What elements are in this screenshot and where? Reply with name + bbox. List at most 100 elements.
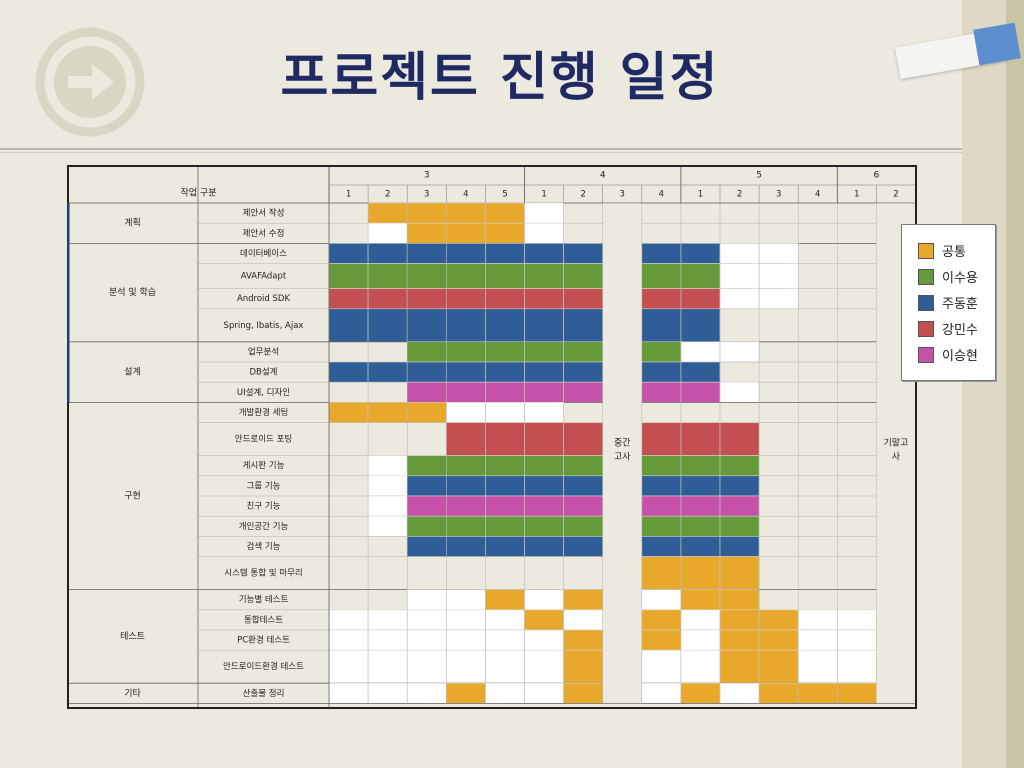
schedule-cell bbox=[680, 243, 721, 264]
schedule-cell bbox=[719, 629, 760, 651]
schedule-cell bbox=[406, 589, 447, 611]
schedule-cell bbox=[719, 649, 760, 684]
schedule-cell bbox=[445, 649, 486, 684]
legend-swatch bbox=[918, 346, 934, 363]
schedule-cell bbox=[719, 381, 760, 403]
schedule-cell bbox=[563, 361, 604, 383]
schedule-cell bbox=[406, 515, 447, 537]
schedule-cell bbox=[641, 536, 682, 557]
schedule-cell bbox=[680, 629, 721, 651]
schedule-cell bbox=[524, 682, 564, 704]
schedule-cell bbox=[485, 243, 525, 264]
task-label: 업무분석 bbox=[248, 346, 279, 357]
task-label: 게시판 기능 bbox=[243, 460, 285, 471]
schedule-cell bbox=[367, 288, 408, 310]
schedule-cell bbox=[524, 422, 564, 456]
week-header: 3 bbox=[620, 190, 625, 200]
legend: 공통 이수용 주동훈 강민수 이승현 bbox=[901, 224, 996, 381]
schedule-cell bbox=[367, 202, 408, 224]
task-label: 안드로이드 포팅 bbox=[235, 434, 292, 445]
schedule-cell bbox=[445, 422, 486, 456]
schedule-cell bbox=[524, 495, 564, 517]
right-decor-strip bbox=[962, 0, 1006, 768]
schedule-cell bbox=[406, 495, 447, 517]
schedule-cell bbox=[367, 475, 408, 497]
schedule-cell bbox=[524, 455, 564, 477]
schedule-cell bbox=[797, 649, 838, 684]
task-label: 데이터베이스 bbox=[240, 248, 287, 259]
week-header: 5 bbox=[502, 190, 507, 200]
schedule-cell bbox=[524, 341, 564, 363]
schedule-cell bbox=[563, 422, 604, 456]
task-label: 제안서 수정 bbox=[243, 228, 285, 239]
schedule-cell bbox=[524, 202, 564, 224]
schedule-cell bbox=[367, 515, 408, 537]
schedule-cell bbox=[563, 609, 604, 631]
schedule-cell bbox=[641, 243, 682, 264]
month-header: 5 bbox=[756, 171, 762, 181]
week-header: 1 bbox=[854, 190, 859, 200]
schedule-cell bbox=[797, 682, 838, 704]
legend-swatch bbox=[918, 320, 934, 337]
group-label: 기타 bbox=[124, 688, 141, 699]
task-label: 통합테스트 bbox=[244, 615, 283, 625]
page-title: 프로젝트 진행 일정 bbox=[280, 48, 720, 108]
schedule-cell bbox=[836, 629, 877, 651]
schedule-cell bbox=[406, 263, 447, 289]
task-label: 산출물 정리 bbox=[243, 688, 285, 699]
schedule-cell bbox=[485, 649, 525, 684]
schedule-cell bbox=[563, 308, 604, 343]
task-label: UI설계, 디자인 bbox=[237, 387, 290, 398]
final-label: 사 bbox=[892, 452, 901, 463]
final-label: 기말고 bbox=[884, 437, 909, 449]
group-label: 설계 bbox=[124, 366, 141, 378]
schedule-cell bbox=[406, 682, 447, 704]
schedule-cell bbox=[367, 263, 408, 289]
schedule-cell bbox=[641, 649, 682, 684]
schedule-cell bbox=[719, 455, 760, 477]
schedule-cell bbox=[367, 649, 408, 684]
schedule-cell bbox=[445, 515, 486, 537]
schedule-cell bbox=[445, 308, 486, 343]
schedule-cell bbox=[524, 361, 564, 383]
schedule-cell bbox=[367, 455, 408, 477]
schedule-cell bbox=[485, 222, 525, 244]
schedule-cell bbox=[406, 455, 447, 477]
schedule-cell bbox=[445, 381, 486, 403]
schedule-cell bbox=[445, 202, 486, 224]
week-header: 1 bbox=[698, 190, 703, 200]
legend-swatch bbox=[918, 268, 934, 285]
schedule-cell bbox=[406, 288, 447, 310]
schedule-cell bbox=[836, 649, 877, 684]
schedule-cell bbox=[563, 288, 604, 310]
task-label: 개발환경 세팅 bbox=[239, 407, 289, 418]
schedule-cell bbox=[485, 308, 525, 343]
schedule-cell bbox=[524, 536, 564, 557]
schedule-cell bbox=[485, 682, 525, 704]
schedule-cell bbox=[641, 288, 682, 310]
schedule-cell bbox=[680, 589, 721, 611]
schedule-cell bbox=[445, 475, 486, 497]
schedule-cell bbox=[406, 402, 447, 423]
schedule-cell bbox=[563, 649, 604, 684]
schedule-cell bbox=[680, 609, 721, 631]
schedule-cell bbox=[641, 556, 682, 590]
schedule-cell bbox=[445, 589, 486, 611]
schedule-cell bbox=[641, 629, 682, 651]
group-label: 분석 및 학습 bbox=[109, 286, 156, 298]
arrow-circle-icon bbox=[35, 27, 145, 137]
task-label: 검색 기능 bbox=[247, 541, 281, 552]
schedule-cell bbox=[485, 288, 525, 310]
schedule-cell bbox=[406, 609, 447, 631]
schedule-cell bbox=[524, 589, 564, 611]
legend-swatch bbox=[918, 242, 934, 259]
schedule-cell bbox=[680, 536, 721, 557]
schedule-cell bbox=[719, 475, 760, 497]
schedule-cell bbox=[719, 682, 760, 704]
schedule-cell bbox=[641, 609, 682, 631]
schedule-cell bbox=[524, 222, 564, 244]
legend-label: 이수용 bbox=[942, 271, 978, 286]
week-header: 4 bbox=[659, 190, 664, 200]
schedule-cell bbox=[680, 361, 721, 383]
